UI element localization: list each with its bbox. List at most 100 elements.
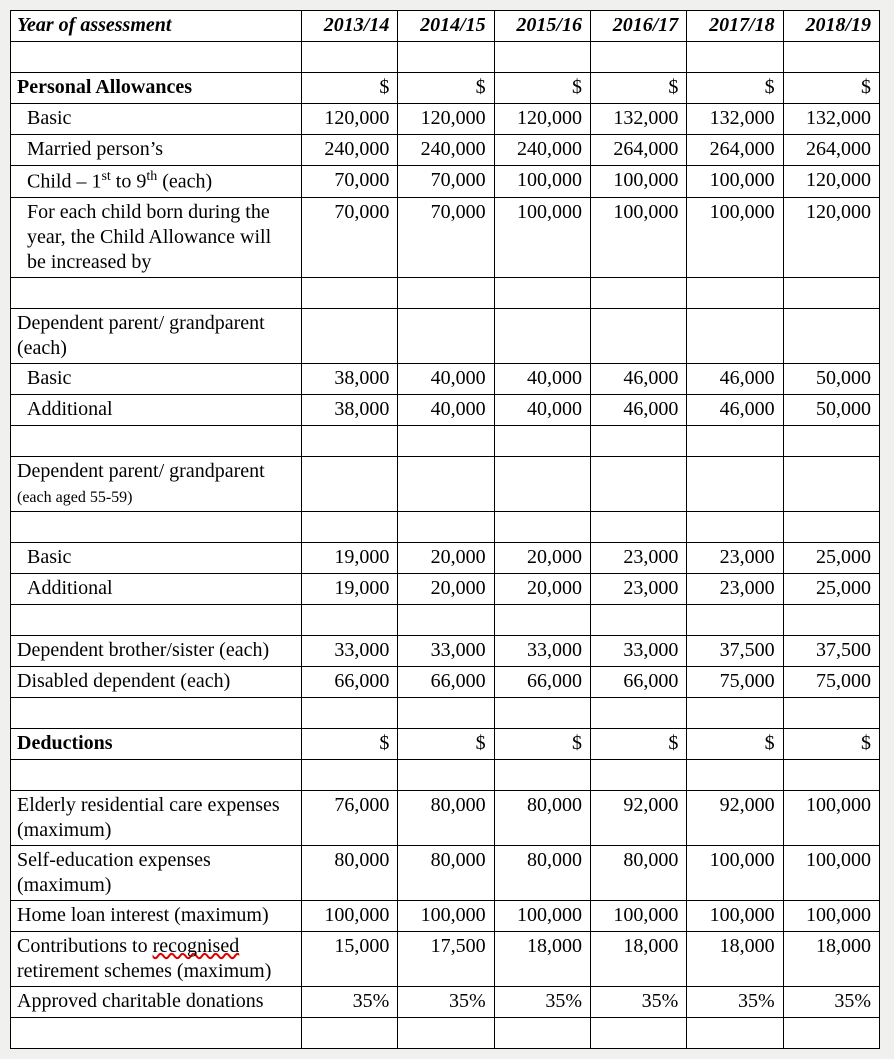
row-val: 18,000 bbox=[687, 931, 783, 986]
row-disabled-dependent: Disabled dependent (each) 66,000 66,000 … bbox=[11, 666, 880, 697]
unit-cell: $ bbox=[590, 73, 686, 104]
row-label: Basic bbox=[11, 542, 302, 573]
row-val: 19,000 bbox=[302, 573, 398, 604]
row-val: 100,000 bbox=[302, 900, 398, 931]
spacer-row bbox=[11, 277, 880, 308]
row-val: 120,000 bbox=[783, 166, 879, 198]
row-val: 23,000 bbox=[590, 573, 686, 604]
row-val: 80,000 bbox=[398, 845, 494, 900]
row-val: 50,000 bbox=[783, 394, 879, 425]
spacer-row bbox=[11, 759, 880, 790]
row-val: 35% bbox=[590, 986, 686, 1017]
unit-cell: $ bbox=[302, 728, 398, 759]
row-label: Additional bbox=[11, 573, 302, 604]
row-val: 100,000 bbox=[590, 900, 686, 931]
row-val: 35% bbox=[494, 986, 590, 1017]
row-val: 33,000 bbox=[590, 635, 686, 666]
row-val: 80,000 bbox=[302, 845, 398, 900]
row-val: 46,000 bbox=[687, 394, 783, 425]
row-label: Elderly residential care expenses (maxim… bbox=[11, 790, 302, 845]
row-val: 33,000 bbox=[398, 635, 494, 666]
row-val: 40,000 bbox=[398, 394, 494, 425]
row-child-born: For each child born during the year, the… bbox=[11, 197, 880, 277]
row-charitable-donations: Approved charitable donations 35% 35% 35… bbox=[11, 986, 880, 1017]
row-val: 100,000 bbox=[494, 900, 590, 931]
unit-cell: $ bbox=[302, 73, 398, 104]
row-label: Dependent brother/sister (each) bbox=[11, 635, 302, 666]
row-home-loan: Home loan interest (maximum) 100,000 100… bbox=[11, 900, 880, 931]
row-label: Contributions to recognised retirement s… bbox=[11, 931, 302, 986]
row-val: 40,000 bbox=[398, 363, 494, 394]
header-year-4: 2017/18 bbox=[687, 11, 783, 42]
row-val: 100,000 bbox=[783, 845, 879, 900]
row-val: 33,000 bbox=[302, 635, 398, 666]
unit-cell: $ bbox=[398, 73, 494, 104]
row-val: 120,000 bbox=[494, 104, 590, 135]
spacer-row bbox=[11, 697, 880, 728]
row-val: 66,000 bbox=[494, 666, 590, 697]
spacer-row bbox=[11, 425, 880, 456]
row-val: 38,000 bbox=[302, 363, 398, 394]
row-label: Child – 1st to 9th (each) bbox=[11, 166, 302, 198]
row-val: 46,000 bbox=[687, 363, 783, 394]
row-label: For each child born during the year, the… bbox=[11, 197, 302, 277]
row-val: 18,000 bbox=[494, 931, 590, 986]
row-elderly-care: Elderly residential care expenses (maxim… bbox=[11, 790, 880, 845]
row-val: 66,000 bbox=[590, 666, 686, 697]
row-val: 264,000 bbox=[590, 135, 686, 166]
row-val: 23,000 bbox=[687, 573, 783, 604]
row-val: 20,000 bbox=[494, 573, 590, 604]
row-val: 240,000 bbox=[398, 135, 494, 166]
row-val: 66,000 bbox=[302, 666, 398, 697]
row-val: 92,000 bbox=[687, 790, 783, 845]
row-dep-gp-basic: Basic 38,000 40,000 40,000 46,000 46,000… bbox=[11, 363, 880, 394]
row-val: 100,000 bbox=[398, 900, 494, 931]
row-val: 17,500 bbox=[398, 931, 494, 986]
unit-cell: $ bbox=[687, 73, 783, 104]
row-val: 100,000 bbox=[687, 197, 783, 277]
header-year-label: Year of assessment bbox=[11, 11, 302, 42]
row-val: 264,000 bbox=[687, 135, 783, 166]
row-val: 50,000 bbox=[783, 363, 879, 394]
row-val: 92,000 bbox=[590, 790, 686, 845]
row-val: 100,000 bbox=[494, 197, 590, 277]
row-dep-gp55-heading: Dependent parent/ grandparent (each aged… bbox=[11, 456, 880, 511]
row-val: 132,000 bbox=[783, 104, 879, 135]
row-val: 132,000 bbox=[687, 104, 783, 135]
row-val: 20,000 bbox=[398, 542, 494, 573]
row-val: 35% bbox=[302, 986, 398, 1017]
row-val: 25,000 bbox=[783, 573, 879, 604]
row-val: 264,000 bbox=[783, 135, 879, 166]
row-val: 70,000 bbox=[302, 166, 398, 198]
row-val: 75,000 bbox=[783, 666, 879, 697]
row-val: 20,000 bbox=[398, 573, 494, 604]
row-val: 100,000 bbox=[687, 166, 783, 198]
row-val: 66,000 bbox=[398, 666, 494, 697]
header-year-0: 2013/14 bbox=[302, 11, 398, 42]
header-year-3: 2016/17 bbox=[590, 11, 686, 42]
row-val: 120,000 bbox=[783, 197, 879, 277]
row-dep-gp55-additional: Additional 19,000 20,000 20,000 23,000 2… bbox=[11, 573, 880, 604]
unit-cell: $ bbox=[494, 73, 590, 104]
row-val: 132,000 bbox=[590, 104, 686, 135]
row-label: Basic bbox=[11, 104, 302, 135]
row-val: 80,000 bbox=[590, 845, 686, 900]
allowances-deductions-table: Year of assessment 2013/14 2014/15 2015/… bbox=[10, 10, 880, 1049]
row-val: 40,000 bbox=[494, 394, 590, 425]
table-header-row: Year of assessment 2013/14 2014/15 2015/… bbox=[11, 11, 880, 42]
row-label: Self-education expenses (maximum) bbox=[11, 845, 302, 900]
row-val: 75,000 bbox=[687, 666, 783, 697]
unit-cell: $ bbox=[590, 728, 686, 759]
unit-cell: $ bbox=[687, 728, 783, 759]
row-label: Approved charitable donations bbox=[11, 986, 302, 1017]
row-label: Married person’s bbox=[11, 135, 302, 166]
row-dep-gp-additional: Additional 38,000 40,000 40,000 46,000 4… bbox=[11, 394, 880, 425]
row-val: 46,000 bbox=[590, 394, 686, 425]
row-val: 18,000 bbox=[783, 931, 879, 986]
header-year-1: 2014/15 bbox=[398, 11, 494, 42]
row-val: 23,000 bbox=[687, 542, 783, 573]
row-label: Disabled dependent (each) bbox=[11, 666, 302, 697]
spacer-row bbox=[11, 42, 880, 73]
unit-cell: $ bbox=[783, 73, 879, 104]
section-deductions-title: Deductions bbox=[11, 728, 302, 759]
